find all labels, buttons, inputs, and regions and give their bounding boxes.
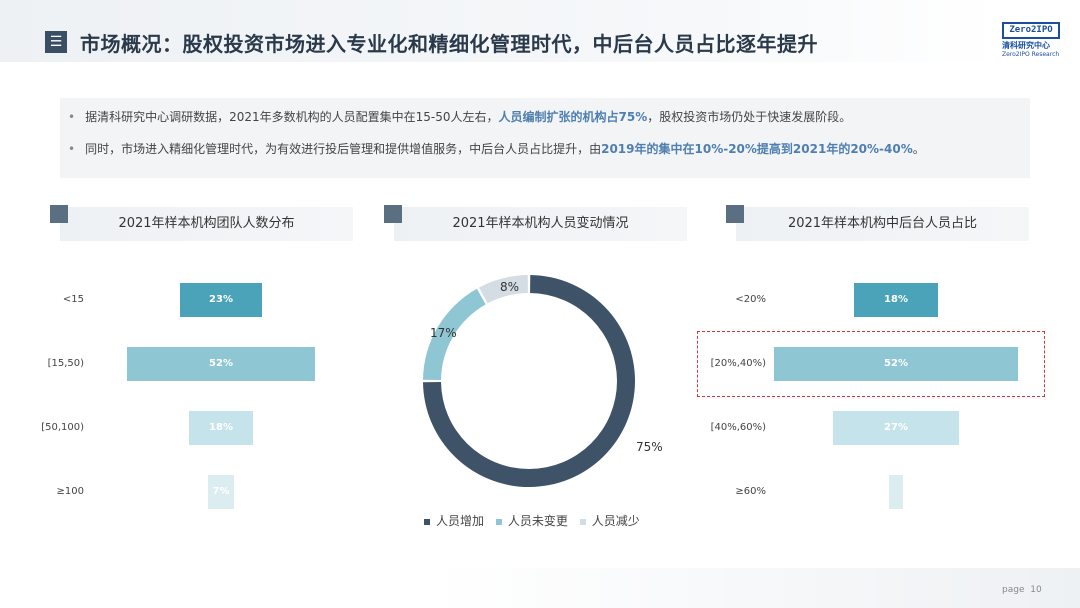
- summary-line-1-a: 据清科研究中心调研数据，2021年多数机构的人员配置集中在15-50人左右，: [85, 110, 499, 124]
- legend-label: 人员减少: [591, 514, 640, 528]
- category-label: [20%,40%): [710, 358, 766, 369]
- chart2-header-band: [394, 207, 687, 241]
- data-label: 23%: [209, 294, 233, 305]
- logo: Zero2IPO 清科研究中心 Zero2IPO Research: [998, 22, 1062, 62]
- chart3-header-band: [736, 207, 1029, 241]
- bar: [188, 411, 254, 445]
- data-label: [856, 475, 936, 509]
- data-label: 52%: [209, 358, 233, 369]
- category-label: [15,50): [47, 358, 84, 369]
- legend-label: 人员增加: [436, 514, 485, 528]
- summary-line-1-highlight: 人员编制扩张的机构占75%: [498, 110, 648, 124]
- slice-label: 75%: [636, 440, 663, 454]
- data-label: 52%: [884, 358, 908, 369]
- bar: [179, 283, 263, 317]
- page-label: page: [1002, 585, 1025, 595]
- title-bar: ☰ 市场概况：股权投资市场进入专业化和精细化管理时代，中后台人员占比逐年提升 Z…: [0, 0, 1080, 62]
- list-icon: ☰: [45, 31, 67, 53]
- bar: [853, 283, 939, 317]
- bar: [773, 347, 1019, 381]
- footer: [0, 568, 1080, 608]
- bar: [127, 347, 315, 381]
- legend-swatch: [495, 518, 502, 525]
- summary-line-2: • 同时，市场进入精细化管理时代，为有效进行投后管理和提供增值服务，中后台人员占比…: [68, 140, 925, 157]
- category-label: [50,100): [41, 422, 84, 433]
- slice-label: 17%: [430, 326, 457, 340]
- summary-line-1: • 据清科研究中心调研数据，2021年多数机构的人员配置集中在15-50人左右，人…: [68, 108, 851, 125]
- legend-item-unchanged: 人员未变更: [495, 512, 568, 529]
- bar: [888, 475, 904, 509]
- summary-line-2-a: 同时，市场进入精细化管理时代，为有效进行投后管理和提供增值服务，中后台人员占比提…: [85, 142, 602, 156]
- data-label: 18%: [209, 422, 233, 433]
- chart3-title: 2021年样本机构中后台人员占比: [787, 216, 978, 231]
- donut-legend: 人员增加 人员未变更 人员减少: [424, 512, 648, 529]
- data-label: 7%: [212, 486, 230, 497]
- summary-line-1-b: ，股权投资市场仍处于快速发展阶段。: [647, 110, 852, 124]
- chart1-header-band: [60, 207, 353, 241]
- bar: [208, 475, 234, 509]
- category-label: [40%,60%): [710, 422, 766, 433]
- bar: [832, 411, 960, 445]
- category-label: ≥60%: [735, 486, 766, 497]
- slice-label: 8%: [500, 280, 520, 294]
- bullet-icon: •: [68, 110, 76, 124]
- summary-line-2-b: 。: [912, 142, 925, 156]
- logo-cn: 清科研究中心: [1002, 41, 1050, 50]
- chart2-title: 2021年样本机构人员变动情况: [452, 216, 629, 231]
- logo-box: Zero2IPO: [1002, 22, 1060, 39]
- summary-box: • 据清科研究中心调研数据，2021年多数机构的人员配置集中在15-50人左右，人…: [60, 98, 1030, 178]
- data-label: 18%: [884, 294, 908, 305]
- logo-en: Zero2IPO Research: [1002, 51, 1060, 58]
- chart1-marker: [50, 205, 68, 223]
- chart3-marker: [726, 205, 744, 223]
- summary-line-2-highlight: 2019年的集中在10%-20%提高到2021年的20%-40%: [601, 142, 913, 156]
- data-label: 27%: [884, 422, 908, 433]
- highlight-box: [697, 331, 1045, 397]
- page-number: page 10: [1002, 585, 1042, 595]
- category-label: <20%: [735, 294, 766, 305]
- category-label: <15: [62, 294, 84, 305]
- page-number-value: 10: [1030, 585, 1042, 595]
- legend-item-decrease: 人员减少: [579, 512, 640, 529]
- legend-item-increase: 人员增加: [424, 512, 484, 529]
- legend-swatch: [424, 518, 430, 525]
- legend-swatch: [579, 518, 586, 525]
- category-label: ≥100: [56, 486, 84, 497]
- title-background: [0, 0, 1000, 62]
- bullet-icon: •: [68, 142, 76, 156]
- page-title: 市场概况：股权投资市场进入专业化和精细化管理时代，中后台人员占比逐年提升: [80, 32, 818, 56]
- chart1-title: 2021年样本机构团队人数分布: [118, 216, 295, 231]
- donut-slice: [423, 275, 635, 487]
- legend-label: 人员未变更: [507, 514, 568, 528]
- chart2-marker: [384, 205, 402, 223]
